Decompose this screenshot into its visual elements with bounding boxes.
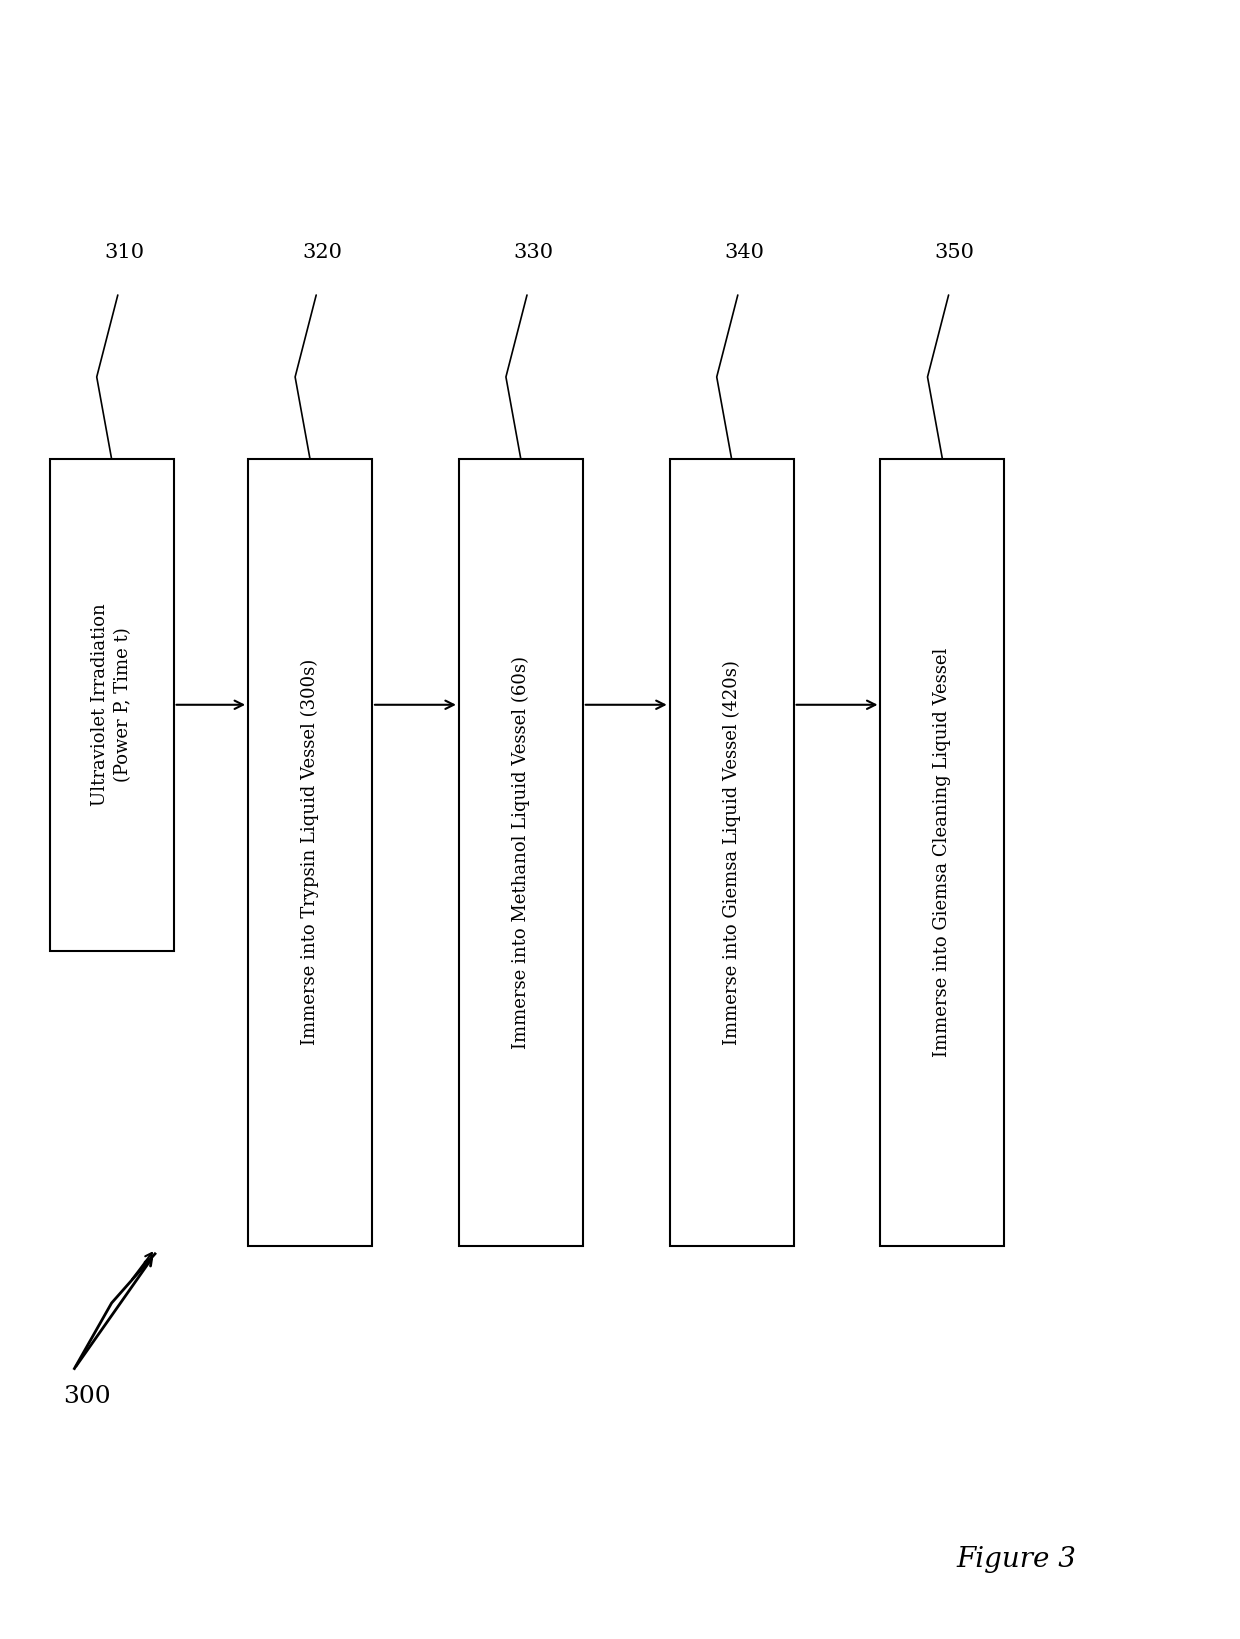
FancyBboxPatch shape	[459, 459, 583, 1246]
Text: Immerse into Giemsa Liquid Vessel (420s): Immerse into Giemsa Liquid Vessel (420s)	[723, 661, 740, 1044]
Text: 320: 320	[303, 243, 342, 262]
Text: Immerse into Giemsa Cleaning Liquid Vessel: Immerse into Giemsa Cleaning Liquid Vess…	[934, 647, 951, 1057]
Text: Immerse into Trypsin Liquid Vessel (300s): Immerse into Trypsin Liquid Vessel (300s…	[301, 659, 319, 1046]
Text: Immerse into Methanol Liquid Vessel (60s): Immerse into Methanol Liquid Vessel (60s…	[512, 656, 529, 1049]
Text: 340: 340	[724, 243, 764, 262]
Text: 300: 300	[63, 1385, 110, 1408]
Text: 350: 350	[935, 243, 975, 262]
Text: 330: 330	[513, 243, 553, 262]
Text: 310: 310	[104, 243, 144, 262]
FancyBboxPatch shape	[248, 459, 372, 1246]
FancyBboxPatch shape	[50, 459, 174, 951]
FancyBboxPatch shape	[670, 459, 794, 1246]
FancyBboxPatch shape	[880, 459, 1004, 1246]
Text: Figure 3: Figure 3	[957, 1547, 1076, 1573]
Text: Ultraviolet Irradiation
(Power P, Time t): Ultraviolet Irradiation (Power P, Time t…	[91, 603, 133, 806]
